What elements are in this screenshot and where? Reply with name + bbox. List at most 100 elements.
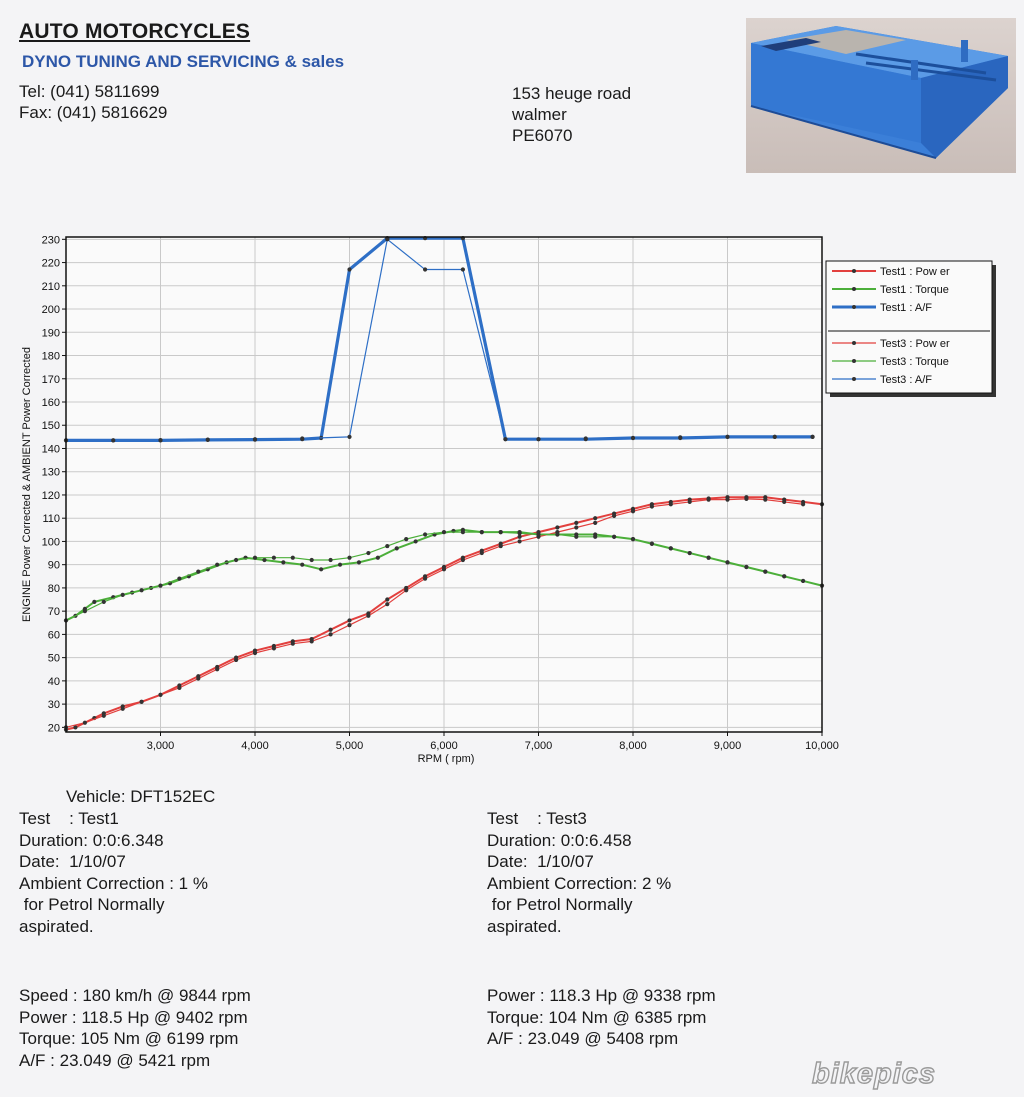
data-point (215, 667, 220, 672)
legend-label: Test3 : Torque (880, 356, 949, 368)
data-point (309, 557, 314, 563)
data-point (555, 532, 560, 537)
data-point (706, 497, 711, 502)
legend-label: Test3 : Pow er (880, 338, 950, 350)
data-point (668, 546, 673, 551)
test1-name: Test : Test1 (19, 809, 119, 828)
data-point (517, 531, 522, 536)
data-point (404, 537, 409, 542)
legend-marker (852, 287, 856, 291)
test3-aspiration: aspirated. (487, 916, 562, 936)
data-point (120, 592, 125, 597)
data-point (385, 597, 390, 602)
data-point (423, 576, 428, 581)
data-point (196, 676, 201, 681)
data-point (630, 509, 636, 514)
series-line (66, 238, 813, 441)
data-point (347, 555, 352, 560)
data-point (385, 543, 390, 549)
data-point (593, 534, 598, 539)
data-point (215, 562, 220, 567)
data-point (139, 699, 144, 704)
data-point (385, 602, 390, 607)
data-point (271, 555, 276, 560)
y-tick-label: 70 (48, 606, 60, 618)
address-line-2: walmer (512, 105, 567, 124)
x-tick-label: 4,000 (241, 740, 269, 752)
data-point (441, 567, 447, 572)
data-point (177, 685, 182, 690)
y-axis-label: ENGINE Power Corrected & AMBIENT Power C… (21, 347, 33, 622)
data-point (158, 583, 163, 588)
data-point (290, 641, 295, 646)
data-point (649, 541, 655, 546)
plot-frame (65, 236, 823, 733)
data-point (262, 557, 267, 563)
data-point (441, 530, 447, 535)
y-tick-label: 40 (48, 676, 60, 688)
data-point (687, 499, 692, 505)
y-tick-label: 160 (42, 397, 60, 409)
y-tick-label: 130 (42, 467, 60, 479)
series-4 (63, 530, 806, 623)
data-point (503, 437, 508, 442)
data-point (460, 267, 465, 272)
data-point (234, 657, 239, 663)
data-point (281, 560, 286, 565)
data-point (744, 564, 749, 570)
data-point (649, 504, 655, 509)
test1-date: Date: 1/10/07 (19, 852, 126, 871)
data-point (375, 555, 380, 560)
data-point (801, 578, 806, 584)
vehicle-id: Vehicle: DFT152EC (66, 787, 216, 806)
data-point (593, 520, 598, 525)
legend-marker (852, 359, 856, 363)
series-line (65, 498, 804, 728)
data-point (82, 720, 87, 725)
data-point (73, 725, 78, 730)
data-point (347, 622, 352, 628)
data-point (593, 516, 598, 521)
y-tick-label: 50 (48, 653, 60, 665)
legend-label: Test1 : Torque (880, 284, 949, 296)
y-tick-label: 200 (42, 304, 60, 316)
data-point (517, 539, 522, 544)
data-point (347, 267, 352, 272)
data-point (630, 537, 636, 542)
data-point (782, 574, 787, 579)
data-point (234, 557, 239, 563)
test1-max-torque: Torque: 105 Nm @ 6199 rpm (19, 1029, 239, 1048)
data-point (205, 437, 210, 442)
x-axis-label: RPM ( rpm) (418, 753, 475, 765)
y-tick-label: 90 (48, 560, 60, 572)
data-point (498, 530, 503, 535)
data-point (763, 569, 768, 574)
y-tick-label: 80 (48, 583, 60, 595)
test1-max-af: A/F : 23.049 @ 5421 rpm (19, 1050, 211, 1070)
x-tick-label: 10,000 (805, 740, 839, 752)
y-tick-label: 60 (48, 629, 60, 641)
chart-legend: Test1 : Pow er Test1 : Torque Test1 : A/F T… (825, 260, 996, 397)
data-point (498, 543, 503, 549)
x-tick-label: 3,000 (147, 740, 175, 752)
legend-label: Test3 : A/F (880, 374, 932, 386)
telephone: Tel: (041) 5811699 (19, 82, 160, 101)
dyno-chart: 20 30 40 50 60 70 80 90 100 110 120 130 140 150 160 170… (21, 234, 996, 765)
y-tick-label: 170 (42, 374, 60, 386)
data-point (385, 237, 390, 242)
data-point (536, 532, 541, 537)
watermark-text: bikepics (812, 1058, 936, 1090)
y-tick-label: 190 (42, 327, 60, 339)
test1-ambient: Ambient Correction : 1 % (19, 873, 208, 893)
legend-marker (852, 341, 856, 345)
test3-max-af: A/F : 23.049 @ 5408 rpm (487, 1029, 679, 1048)
test3-results: Power : 118.3 Hp @ 9338 rpm Torque: 104 … (487, 985, 716, 1050)
company-name: AUTO MOTORCYCLES (19, 20, 251, 43)
test3-fuel: for Petrol Normally (487, 895, 633, 914)
data-point (82, 609, 87, 614)
data-point (120, 706, 125, 711)
data-point (92, 599, 97, 604)
data-point (347, 618, 352, 623)
legend-label: Test1 : Pow er (880, 266, 950, 278)
data-point (271, 646, 276, 651)
